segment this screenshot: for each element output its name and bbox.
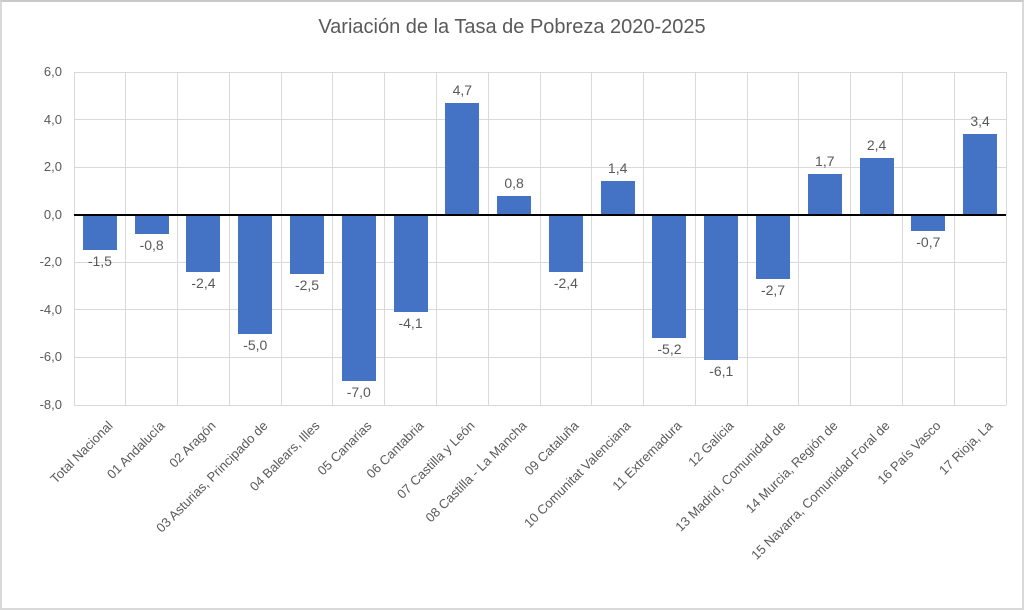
bar-value-label: 4,7 [452, 81, 473, 98]
gridline-vertical [125, 72, 127, 405]
bar [186, 214, 221, 272]
chart-title: Variación de la Tasa de Pobreza 2020-202… [318, 16, 706, 38]
bar-value-label: -4,1 [398, 315, 423, 332]
bar [548, 214, 583, 272]
bar [290, 214, 324, 275]
gridline-vertical [435, 72, 437, 405]
gridline-vertical [901, 72, 903, 405]
gridline-vertical [384, 72, 386, 405]
gridline-vertical [694, 72, 696, 405]
bar [393, 214, 428, 313]
y-tick-label: 4,0 [43, 111, 62, 127]
bar [600, 181, 635, 215]
y-tick-label: -6,0 [39, 349, 62, 365]
y-tick-label: -8,0 [39, 397, 62, 412]
bar-value-label: 1,7 [815, 153, 835, 170]
gridline-vertical [332, 72, 334, 405]
y-tick-label: -4,0 [39, 301, 62, 317]
bar-value-label: -6,1 [709, 362, 734, 379]
bar-value-label: -5,0 [243, 336, 268, 353]
bar-value-label: -1,5 [87, 253, 112, 270]
gridline-horizontal [74, 404, 1006, 406]
gridline-vertical [798, 72, 800, 405]
bar [652, 214, 687, 339]
bar-value-label: -5,2 [657, 341, 682, 358]
gridline-vertical [953, 72, 955, 405]
gridline-vertical [1005, 72, 1007, 405]
bar-value-label: -2,7 [760, 281, 786, 298]
bar-value-label: 0,8 [504, 174, 524, 191]
bar-value-label: -0,7 [916, 234, 941, 251]
gridline-vertical [746, 72, 748, 405]
bar [704, 214, 739, 360]
bar-value-label: -7,0 [346, 384, 371, 401]
y-tick-label: 0,0 [43, 206, 62, 222]
bar [134, 214, 169, 234]
gridline-vertical [73, 72, 75, 405]
bar [341, 214, 376, 382]
y-tick-label: 6,0 [43, 64, 62, 79]
bar [445, 102, 480, 215]
bar [82, 214, 117, 251]
gridline-vertical [850, 72, 852, 405]
y-tick-label: 2,0 [43, 159, 62, 175]
bar [807, 174, 842, 215]
bar [911, 214, 946, 232]
bar-value-label: -2,4 [191, 274, 216, 291]
zero-axis-line [74, 213, 1006, 216]
bar-value-label: 1,4 [607, 160, 628, 177]
gridline-vertical [177, 72, 179, 405]
bar-value-label: 2,4 [866, 136, 887, 153]
gridline-vertical [487, 72, 489, 405]
bar-value-label: -0,8 [139, 236, 164, 253]
bar [859, 157, 894, 215]
y-tick-label: -2,0 [39, 254, 62, 270]
bar-value-label: 3,4 [970, 112, 990, 129]
gridline-vertical [539, 72, 541, 405]
bar [756, 214, 790, 279]
bar [238, 214, 273, 334]
gridline-vertical [591, 72, 593, 405]
bar [963, 133, 998, 215]
gridline-vertical [228, 72, 230, 405]
bar [497, 195, 532, 215]
gridline-vertical [643, 72, 645, 405]
bar-value-label: -2,4 [553, 274, 578, 291]
gridline-vertical [280, 72, 282, 405]
bar-value-label: -2,5 [294, 277, 320, 294]
